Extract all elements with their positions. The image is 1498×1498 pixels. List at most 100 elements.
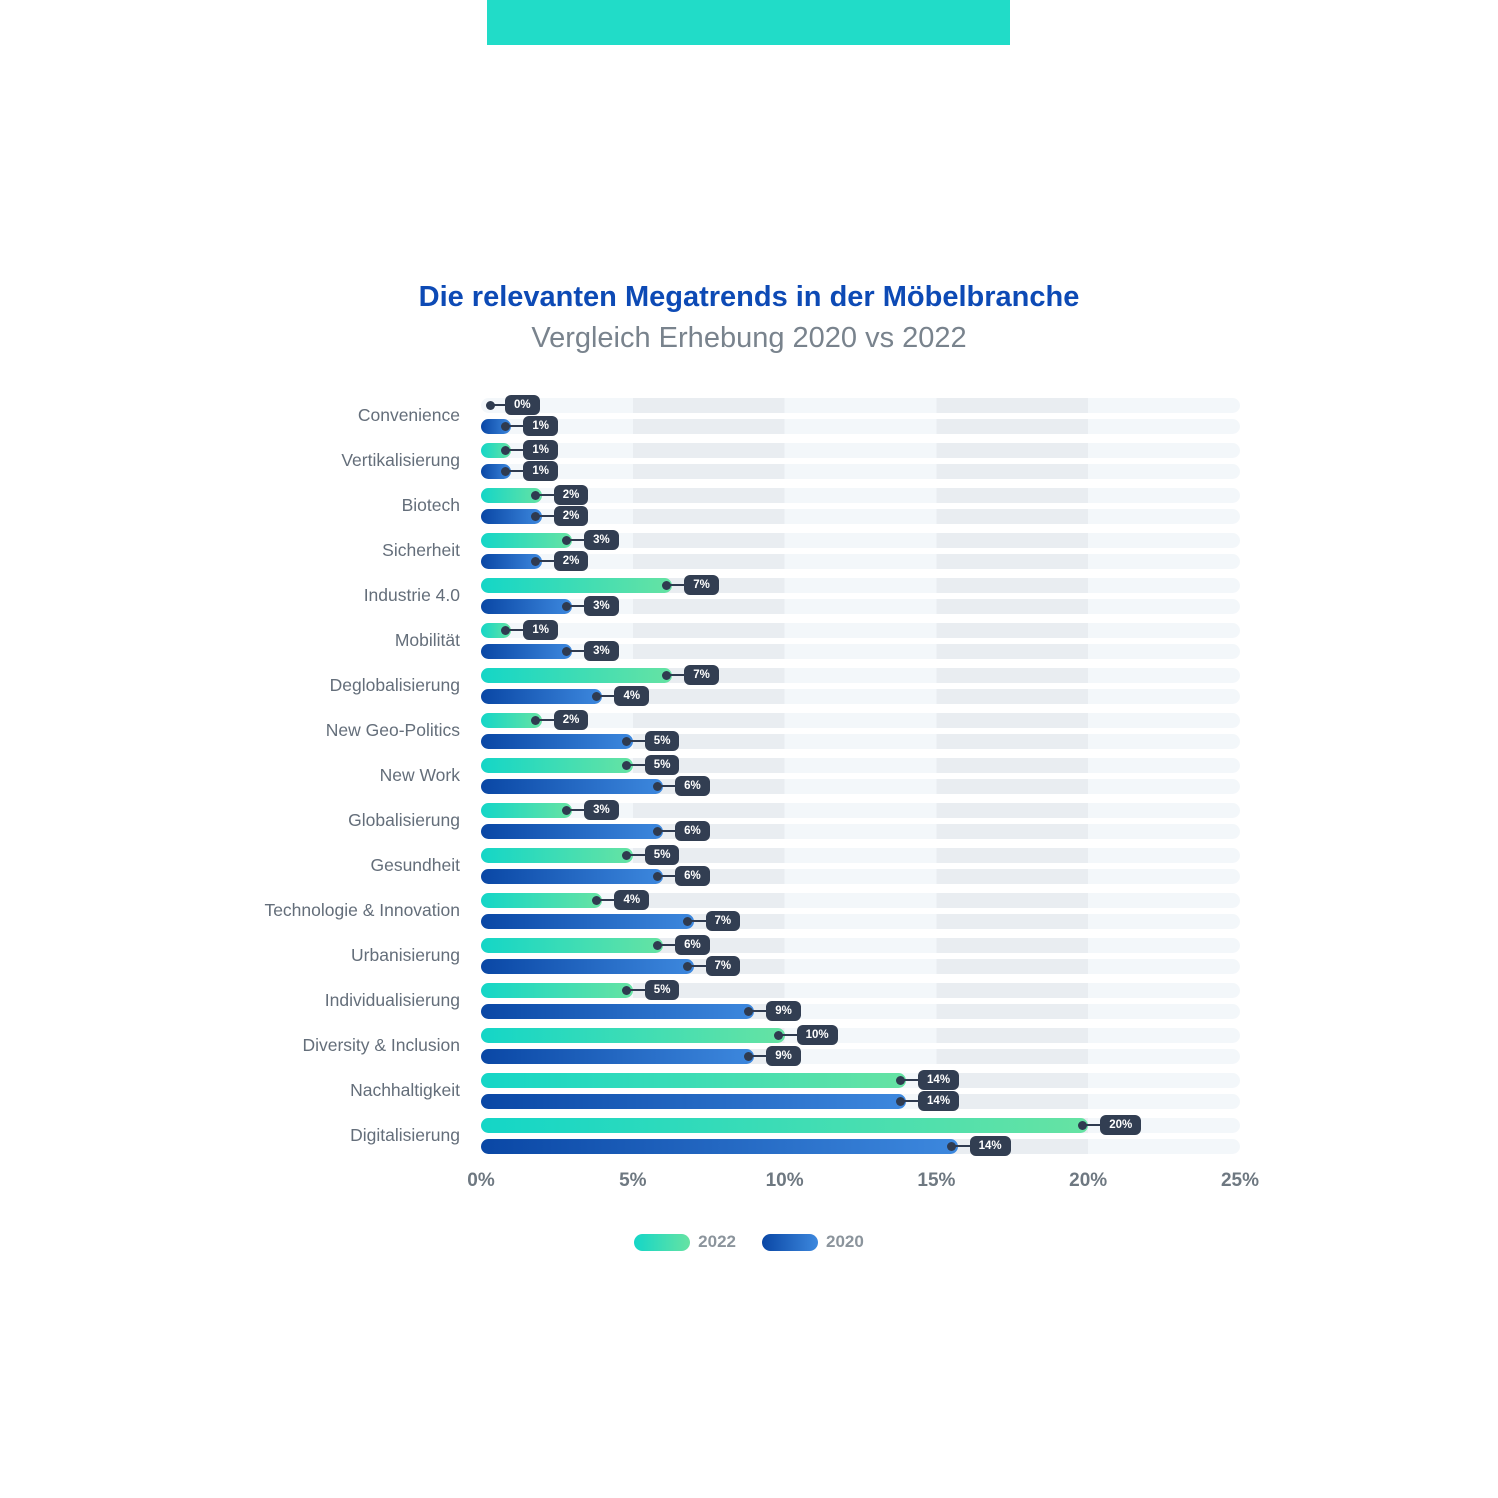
value-connector-line xyxy=(657,830,678,832)
value-dot-icon xyxy=(1077,1120,1087,1130)
legend-item-2022: 2022 xyxy=(634,1232,736,1252)
value-chip-2020: 7% xyxy=(705,956,741,976)
legend-swatch-2020-icon xyxy=(762,1233,818,1251)
value-connector-line xyxy=(900,1079,921,1081)
category-label: New Work xyxy=(379,765,460,785)
bar-track-2020: 7% xyxy=(481,911,1240,931)
value-dot-icon xyxy=(652,826,662,836)
bar-2020 xyxy=(481,553,542,569)
value-connector-line xyxy=(535,494,556,496)
bar-track-2020: 4% xyxy=(481,686,1240,706)
row-plot: 6% 7% xyxy=(481,935,1240,976)
value-chip-2020: 6% xyxy=(675,821,710,841)
chart-row: Convenience 0% 1% xyxy=(0,393,1290,438)
value-connector-line xyxy=(505,449,526,451)
value-chip-2022: 6% xyxy=(675,935,710,955)
chart-title: Die relevanten Megatrends in der Möbelbr… xyxy=(418,281,1080,313)
chart-row: Technologie & Innovation 4% 7% xyxy=(0,888,1290,933)
value-chip-2022: 7% xyxy=(684,575,719,595)
bar-track-2022: 5% xyxy=(481,980,1240,1000)
bar-2022 xyxy=(481,937,664,953)
value-connector-line xyxy=(748,1055,769,1057)
value-dot-icon xyxy=(591,895,601,905)
category-label: Urbanisierung xyxy=(351,945,460,965)
value-dot-icon xyxy=(683,961,693,971)
value-chip-2022: 3% xyxy=(584,530,619,550)
bar-track-2022: 7% xyxy=(481,665,1240,685)
value-dot-icon xyxy=(652,781,662,791)
value-chip-2020: 2% xyxy=(553,506,589,526)
category-label: Diversity & Inclusion xyxy=(302,1035,460,1055)
bar-track-2020: 1% xyxy=(481,416,1240,436)
chart-row: Gesundheit 5% 6% xyxy=(0,843,1290,888)
value-chip-2020: 1% xyxy=(523,461,558,481)
bar-2020 xyxy=(481,508,542,524)
value-dot-icon xyxy=(531,490,541,500)
value-chip-2020: 4% xyxy=(614,686,650,706)
bar-2020 xyxy=(481,823,664,839)
bar-track-2022: 1% xyxy=(481,440,1240,460)
value-chip-2020: 5% xyxy=(644,731,680,751)
bar-2022 xyxy=(481,892,603,908)
bar-track-2022: 4% xyxy=(481,890,1240,910)
value-chip-2022: 10% xyxy=(796,1025,838,1045)
x-axis-tick-label: 25% xyxy=(1220,1170,1260,1191)
bar-track-2020: 3% xyxy=(481,596,1240,616)
bar-track-2022: 2% xyxy=(481,710,1240,730)
value-dot-icon xyxy=(652,871,662,881)
category-label: Mobilität xyxy=(394,630,460,650)
value-connector-line xyxy=(505,470,526,472)
value-chip-2022: 0% xyxy=(505,395,540,415)
bar-2020 xyxy=(481,733,633,749)
bar-track-2020: 6% xyxy=(481,866,1240,886)
value-chip-2020: 6% xyxy=(675,866,710,886)
value-connector-line xyxy=(535,515,556,517)
bar-track-2022: 3% xyxy=(481,800,1240,820)
chart-subtitle: Vergleich Erhebung 2020 vs 2022 xyxy=(531,322,967,354)
category-label: Gesundheit xyxy=(370,855,460,875)
value-connector-line xyxy=(626,764,647,766)
category-label: Digitalisierung xyxy=(350,1125,460,1145)
category-label: Globalisierung xyxy=(348,810,460,830)
row-plot: 7% 4% xyxy=(481,665,1240,706)
value-dot-icon xyxy=(500,421,510,431)
chart-row: Globalisierung 3% 6% xyxy=(0,798,1290,843)
category-label: Nachhaltigkeit xyxy=(350,1080,460,1100)
value-connector-line xyxy=(687,920,708,922)
bar-2020 xyxy=(481,1048,755,1064)
value-chip-2020: 14% xyxy=(969,1136,1011,1156)
bar-track-2022: 6% xyxy=(481,935,1240,955)
value-connector-line xyxy=(666,584,687,586)
row-plot: 1% 1% xyxy=(481,440,1240,481)
bar-2022 xyxy=(481,757,633,773)
bar-2022 xyxy=(481,1117,1089,1133)
value-dot-icon xyxy=(622,760,632,770)
chart-row: Mobilität 1% 3% xyxy=(0,618,1290,663)
bar-2020 xyxy=(481,778,664,794)
bar-track-2020: 3% xyxy=(481,641,1240,661)
bar-2022 xyxy=(481,982,633,998)
x-axis-tick-label: 0% xyxy=(467,1170,495,1191)
bar-2022 xyxy=(481,1072,907,1088)
bar-2020 xyxy=(481,1003,755,1019)
value-connector-line xyxy=(657,875,678,877)
value-connector-line xyxy=(657,785,678,787)
row-plot: 14% 14% xyxy=(481,1070,1240,1111)
row-plot: 4% 7% xyxy=(481,890,1240,931)
value-connector-line xyxy=(687,965,708,967)
value-dot-icon xyxy=(661,580,671,590)
row-plot: 5% 6% xyxy=(481,755,1240,796)
value-chip-2020: 9% xyxy=(766,1046,801,1066)
row-plot: 5% 6% xyxy=(481,845,1240,886)
value-chip-2020: 1% xyxy=(523,416,558,436)
value-dot-icon xyxy=(531,511,541,521)
value-chip-2020: 7% xyxy=(705,911,741,931)
bar-track-2020: 5% xyxy=(481,731,1240,751)
legend-label-2020: 2020 xyxy=(826,1232,864,1251)
chart-rows: Convenience 0% 1% Vertikalisierung 1% 1% Biote… xyxy=(0,393,1290,1158)
value-dot-icon xyxy=(500,445,510,455)
row-plot: 2% 2% xyxy=(481,485,1240,526)
category-label: Individualisierung xyxy=(324,990,460,1010)
bar-2020 xyxy=(481,688,603,704)
chart-row: Individualisierung 5% 9% xyxy=(0,978,1290,1023)
